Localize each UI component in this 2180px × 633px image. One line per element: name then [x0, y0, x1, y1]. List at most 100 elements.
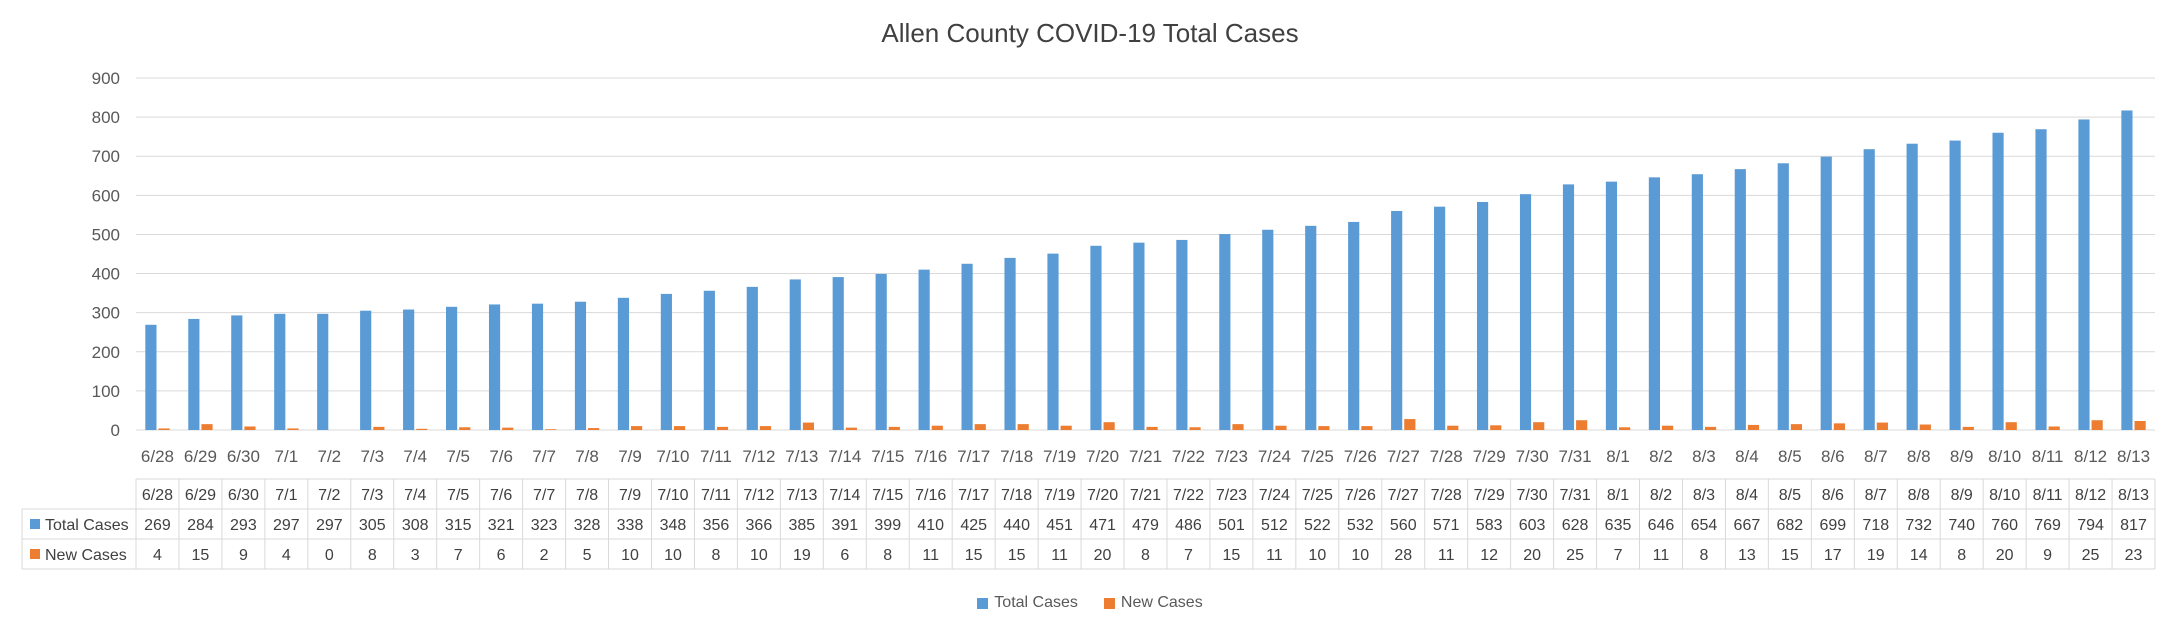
bar-total-cases	[961, 263, 973, 430]
x-tick-label: 7/30	[1516, 447, 1549, 466]
table-header-cell: 7/24	[1259, 487, 1290, 504]
x-tick-label: 6/30	[227, 447, 260, 466]
table-cell: 15	[1008, 547, 1026, 564]
table-cell: 19	[1867, 547, 1885, 564]
x-tick-label: 7/10	[656, 447, 689, 466]
table-header-cell: 7/11	[701, 487, 731, 504]
table-cell: 11	[922, 547, 939, 564]
x-tick-label: 7/20	[1086, 447, 1119, 466]
bar-total-cases	[1691, 174, 1703, 430]
table-cell: 5	[583, 547, 592, 564]
bar-total-cases	[746, 286, 758, 430]
table-header-cell: 8/4	[1736, 487, 1758, 504]
bar-new-cases	[888, 426, 900, 430]
bar-new-cases	[974, 424, 986, 430]
table-header-cell: 7/21	[1130, 487, 1161, 504]
bar-new-cases	[1919, 424, 1931, 430]
bar-total-cases	[231, 315, 243, 430]
table-header-cell: 8/13	[2118, 487, 2149, 504]
bar-total-cases	[274, 313, 286, 430]
bar-new-cases	[1146, 426, 1158, 430]
table-header-cell: 7/5	[447, 487, 469, 504]
bar-total-cases	[446, 306, 458, 430]
table-cell: 628	[1562, 517, 1589, 534]
table-cell: 10	[750, 547, 768, 564]
table-cell: 15	[1781, 547, 1799, 564]
y-tick-label: 600	[92, 186, 120, 205]
bar-new-cases	[1661, 425, 1674, 430]
table-cell: 471	[1089, 517, 1116, 534]
bar-total-cases	[1176, 239, 1188, 430]
table-cell: 15	[965, 547, 983, 564]
bar-total-cases	[789, 279, 801, 430]
table-header-cell: 8/3	[1693, 487, 1715, 504]
table-cell: 385	[788, 517, 815, 534]
x-tick-label: 7/3	[360, 447, 384, 466]
table-header-cell: 7/6	[490, 487, 512, 504]
table-cell: 603	[1519, 517, 1546, 534]
y-tick-label: 700	[92, 147, 120, 166]
x-tick-label: 6/29	[184, 447, 217, 466]
x-tick-label: 7/1	[275, 447, 299, 466]
y-tick-label: 200	[92, 343, 120, 362]
table-cell: 269	[144, 517, 171, 534]
x-tick-label: 7/9	[618, 447, 642, 466]
table-cell: 10	[1308, 547, 1326, 564]
table-cell: 19	[793, 547, 811, 564]
x-tick-label: 7/24	[1258, 447, 1291, 466]
legend-label-total: Total Cases	[994, 594, 1078, 611]
bar-total-cases	[703, 290, 715, 430]
x-tick-label: 7/22	[1172, 447, 1205, 466]
x-tick-label: 8/12	[2074, 447, 2107, 466]
bar-total-cases	[488, 304, 501, 430]
x-tick-label: 7/26	[1344, 447, 1377, 466]
bar-new-cases	[2091, 420, 2103, 430]
table-cell: 571	[1433, 517, 1460, 534]
x-tick-label: 8/8	[1907, 447, 1931, 466]
x-tick-label: 7/13	[785, 447, 818, 466]
table-cell: 8	[1957, 547, 1966, 564]
bar-total-cases	[1992, 132, 2004, 430]
bar-new-cases	[802, 422, 815, 430]
table-cell: 732	[1905, 517, 1932, 534]
bar-new-cases	[1790, 424, 1803, 430]
table-header-cell: 7/2	[318, 487, 340, 504]
table-header-cell: 6/29	[185, 487, 216, 504]
table-header-cell: 7/9	[619, 487, 641, 504]
bar-new-cases	[545, 429, 557, 430]
table-cell: 284	[187, 517, 214, 534]
legend-item-new: New Cases	[1103, 594, 1203, 612]
table-cell: 0	[325, 547, 334, 564]
table-header-cell: 7/4	[404, 487, 426, 504]
table-cell: 328	[574, 517, 601, 534]
y-tick-label: 100	[92, 382, 120, 401]
y-tick-label: 0	[111, 421, 120, 440]
bar-new-cases	[158, 428, 170, 430]
bar-total-cases	[2035, 129, 2047, 431]
table-cell: 501	[1218, 517, 1245, 534]
table-cell: 13	[1738, 547, 1756, 564]
bar-new-cases	[931, 425, 943, 430]
bar-total-cases	[2121, 110, 2133, 430]
table-cell: 682	[1777, 517, 1804, 534]
table-cell: 25	[2082, 547, 2100, 564]
table-cell: 740	[1948, 517, 1975, 534]
table-cell: 6	[497, 547, 506, 564]
table-legend-key	[30, 549, 40, 559]
bar-new-cases	[1275, 425, 1287, 430]
table-cell: 305	[359, 517, 386, 534]
table-cell: 654	[1691, 517, 1718, 534]
x-tick-label: 7/28	[1430, 447, 1463, 466]
table-cell: 646	[1648, 517, 1675, 534]
table-header-cell: 7/1	[275, 487, 297, 504]
table-cell: 8	[1141, 547, 1150, 564]
bar-new-cases	[1533, 422, 1545, 430]
y-tick-label: 400	[92, 265, 120, 284]
table-cell: 297	[273, 517, 300, 534]
bar-total-cases	[1906, 143, 1918, 430]
table-cell: 11	[1653, 547, 1670, 564]
table-cell: 15	[192, 547, 210, 564]
y-tick-label: 300	[92, 304, 120, 323]
x-tick-label: 8/11	[2032, 447, 2064, 466]
table-header-cell: 7/23	[1216, 487, 1247, 504]
